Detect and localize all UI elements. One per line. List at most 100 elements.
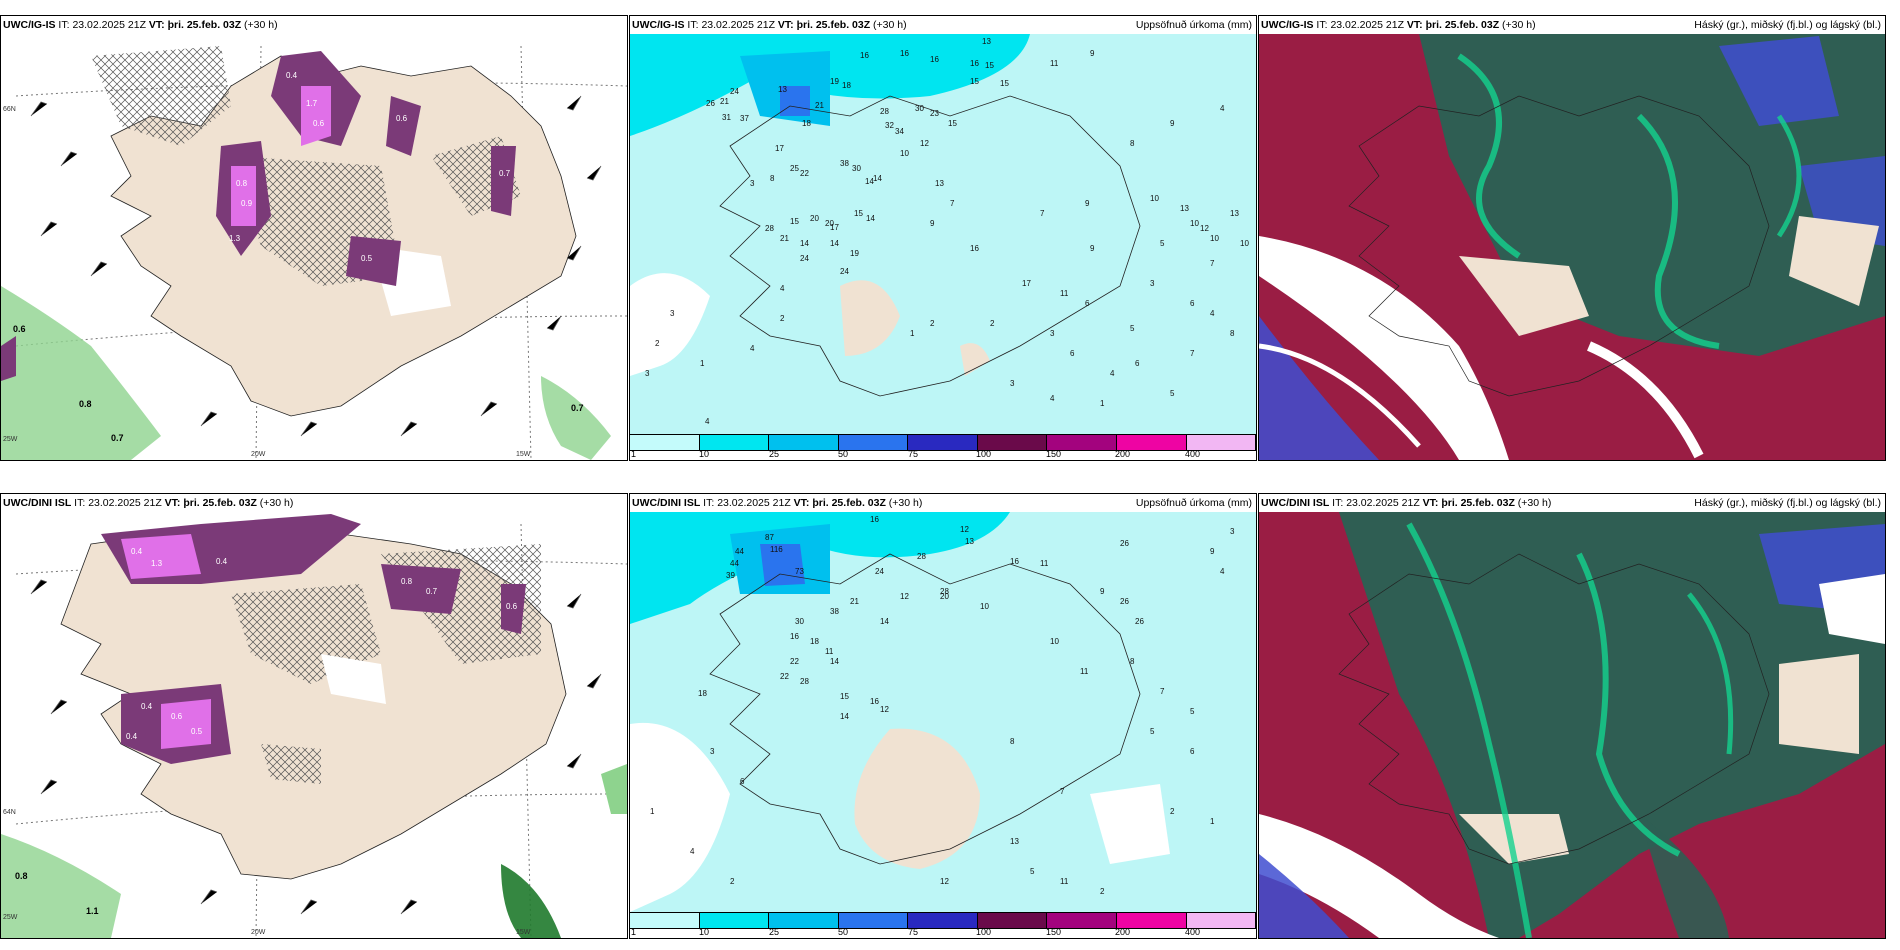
precip-value: 19 xyxy=(830,77,839,86)
precip-value: 15 xyxy=(970,77,979,86)
precip-value: 26 xyxy=(706,99,715,108)
panel-dini-clouds: UWC/DINI ISL IT: 23.02.2025 21Z VT: þri.… xyxy=(1258,493,1886,939)
precip-value: 17 xyxy=(775,144,784,153)
precip-value: 15 xyxy=(1000,79,1009,88)
precip-value: 15 xyxy=(790,217,799,226)
precip-value: 7 xyxy=(1210,259,1215,268)
precip-value: 17 xyxy=(1022,279,1031,288)
precip-value: 18 xyxy=(810,637,819,646)
hatched-area xyxy=(261,744,321,784)
cloud-contour xyxy=(1576,552,1681,857)
precip-value: 16 xyxy=(970,59,979,68)
cloud-contour xyxy=(1457,53,1521,259)
precip-value: 12 xyxy=(880,705,889,714)
cloud-area xyxy=(1259,316,1379,460)
precip-value: 3 xyxy=(1150,279,1155,288)
snow-value: 1.7 xyxy=(306,99,318,108)
precip-value: 14 xyxy=(800,239,809,248)
precip-value: 2 xyxy=(1100,887,1105,896)
precip-value: 14 xyxy=(830,239,839,248)
precip-value: 12 xyxy=(920,139,929,148)
panel-igis-precip: UWC/IG-IS IT: 23.02.2025 21Z VT: þri. 25… xyxy=(629,15,1257,461)
precip-value: 20 xyxy=(825,219,834,228)
panel-variable: Háský (gr.), miðský (fj.bl.) og lágský (… xyxy=(1694,19,1881,31)
hatched-area xyxy=(91,46,231,146)
legend-label: 1 xyxy=(631,927,637,937)
precip-value: 12 xyxy=(1200,224,1209,233)
precip-value: 13 xyxy=(1010,837,1019,846)
precip-value: 15 xyxy=(840,692,849,701)
precip-value: 28 xyxy=(800,677,809,686)
legend-label: 100 xyxy=(976,927,992,937)
precip-value: 6 xyxy=(1190,747,1195,756)
precip-value: 11 xyxy=(1080,667,1089,676)
lat-label: 64N xyxy=(3,809,16,816)
precip-value: 30 xyxy=(795,617,804,626)
legend-label: 75 xyxy=(908,449,919,459)
clear-land xyxy=(1459,256,1589,336)
precip-area xyxy=(760,544,805,586)
precip-value: 2 xyxy=(780,314,785,323)
map-igis-clouds xyxy=(1259,34,1885,460)
clear-area xyxy=(1819,574,1885,644)
snowfall-area xyxy=(381,564,461,614)
precip-value: 6 xyxy=(1085,299,1090,308)
precip-area xyxy=(601,764,627,814)
iceland-coastline xyxy=(1348,95,1770,397)
precip-value: 9 xyxy=(1170,119,1175,128)
precip-value: 28 xyxy=(880,107,889,116)
precip-value: 16 xyxy=(870,515,879,524)
precip-value: 18 xyxy=(698,689,707,698)
legend-swatch xyxy=(1186,435,1256,450)
precip-value: 22 xyxy=(780,672,789,681)
precip-value: 4 xyxy=(705,417,710,426)
precip-value: 8 xyxy=(1230,329,1235,338)
precip-value: 26 xyxy=(1120,597,1129,606)
precip-area xyxy=(1,834,121,938)
snow-value: 0.8 xyxy=(401,577,413,586)
precip-value: 10 xyxy=(1190,219,1199,228)
map-dini-clouds xyxy=(1259,512,1885,938)
dry-area xyxy=(1090,784,1170,864)
sea-value: 1.1 xyxy=(86,906,99,916)
snow-value: 0.9 xyxy=(241,199,253,208)
legend-swatch xyxy=(1047,913,1117,928)
legend-label: 100 xyxy=(976,449,992,459)
snow-value: 1.3 xyxy=(151,559,163,568)
snow-free-area xyxy=(321,654,386,704)
precip-value: 5 xyxy=(1030,867,1035,876)
map-igis-precip: 16 16 16 16 15 13 15 15 11 9 24 21 31 19… xyxy=(630,34,1256,434)
snow-value: 0.5 xyxy=(191,727,203,736)
precip-value: 6 xyxy=(1070,349,1075,358)
precip-area xyxy=(501,864,561,938)
precip-value: 14 xyxy=(840,712,849,721)
precip-value: 3 xyxy=(1050,329,1055,338)
precip-value: 1 xyxy=(910,329,915,338)
precip-value: 4 xyxy=(1210,309,1215,318)
precip-value: 13 xyxy=(982,37,991,46)
iceland-coastline xyxy=(719,95,1141,397)
cloud-contour xyxy=(1636,113,1720,349)
precip-value: 6 xyxy=(1190,299,1195,308)
precip-value: 23 xyxy=(930,109,939,118)
grid-labels: 20W 15W 64N 25W xyxy=(3,809,531,936)
precip-value: 22 xyxy=(800,169,809,178)
legend-label: 400 xyxy=(1185,927,1201,937)
legend-label: 10 xyxy=(699,449,710,459)
precip-value: 11 xyxy=(825,647,834,656)
snow-value: 0.8 xyxy=(236,179,248,188)
precip-value: 14 xyxy=(865,177,874,186)
precip-value: 5 xyxy=(1170,389,1175,398)
precip-value: 24 xyxy=(875,567,884,576)
precip-value: 13 xyxy=(1230,209,1239,218)
snow-value: 0.4 xyxy=(286,71,298,80)
clear-land xyxy=(1779,654,1859,754)
precip-value: 3 xyxy=(670,309,675,318)
precip-value: 30 xyxy=(852,164,861,173)
precip-value: 14 xyxy=(873,174,882,183)
panel-title: UWC/IG-IS IT: 23.02.2025 21Z VT: þri. 25… xyxy=(3,19,278,31)
precip-value: 7 xyxy=(1190,349,1195,358)
snowfall-area xyxy=(301,86,331,146)
legend-swatch xyxy=(630,435,700,450)
snowfall-area xyxy=(231,166,256,226)
